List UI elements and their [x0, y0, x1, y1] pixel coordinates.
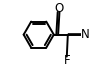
Text: N: N: [81, 28, 90, 41]
Text: F: F: [63, 54, 70, 67]
Text: O: O: [54, 2, 63, 15]
